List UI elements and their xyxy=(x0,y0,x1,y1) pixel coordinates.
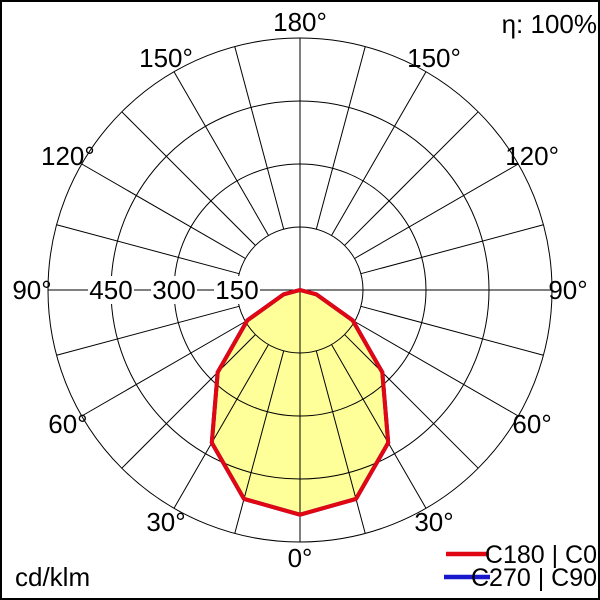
angle-label-60-left: 60° xyxy=(48,409,87,439)
grid-spoke-210 xyxy=(173,71,269,236)
radial-tick-label-300: 300 xyxy=(152,275,195,305)
intensity-curves xyxy=(209,288,391,517)
grid-spoke-135 xyxy=(344,111,479,246)
angle-label-150-right: 150° xyxy=(407,43,461,73)
grid-spoke-240 xyxy=(81,163,246,259)
polar-grid xyxy=(47,37,553,543)
grid-spoke-315 xyxy=(121,334,256,469)
grid-spoke-120 xyxy=(354,163,519,259)
angle-label-150-left: 150° xyxy=(139,43,193,73)
grid-spoke-30 xyxy=(331,344,427,509)
angle-label-120-right: 120° xyxy=(505,141,559,171)
grid-spoke-300 xyxy=(81,321,246,417)
angle-label-0: 0° xyxy=(288,543,313,573)
angle-label-180: 180° xyxy=(273,7,327,37)
grid-spoke-45 xyxy=(344,334,479,469)
grid-spoke-75 xyxy=(360,305,544,356)
angle-label-120-left: 120° xyxy=(41,141,95,171)
grid-spoke-165 xyxy=(315,46,366,230)
angle-label-90-right: 90° xyxy=(548,275,587,305)
curve-c180-c0 xyxy=(209,288,391,517)
radial-tick-bg-300 xyxy=(151,276,197,304)
radial-tick-label-450: 450 xyxy=(89,275,132,305)
grid-spoke-60 xyxy=(354,321,519,417)
radial-tick-bg-150 xyxy=(214,276,260,304)
radial-tick-label-150: 150 xyxy=(215,275,258,305)
grid-spoke-225 xyxy=(121,111,256,246)
angle-label-60-right: 60° xyxy=(512,409,551,439)
unit-label: cd/klm xyxy=(15,562,90,592)
grid-spoke-285 xyxy=(56,305,240,356)
legend-label-c270-c90: C270 | C90 xyxy=(471,564,597,592)
grid-spoke-15 xyxy=(315,350,366,534)
angle-label-30-right: 30° xyxy=(414,507,453,537)
grid-spoke-255 xyxy=(56,224,240,275)
legend-item-c180-c0: C180 | C0 xyxy=(446,541,597,569)
legend-label-c180-c0: C180 | C0 xyxy=(485,541,597,569)
legend-item-c270-c90: C270 | C90 xyxy=(444,564,597,592)
axis-labels: 150 300 450 0° 30° 30° 60° 60° 90° 90° 120° 120° 150… xyxy=(12,7,587,573)
grid-spoke-150 xyxy=(331,71,427,236)
grid-spoke-345 xyxy=(234,350,285,534)
grid-spoke-195 xyxy=(234,46,285,230)
legend: C180 | C0 C270 | C90 xyxy=(444,541,597,592)
angle-label-90-left: 90° xyxy=(12,275,51,305)
efficiency-label: η: 100% xyxy=(502,9,597,39)
radial-tick-bg-450 xyxy=(88,276,134,304)
grid-spoke-330 xyxy=(173,344,269,509)
angle-label-30-left: 30° xyxy=(146,507,185,537)
grid-spoke-105 xyxy=(360,224,544,275)
